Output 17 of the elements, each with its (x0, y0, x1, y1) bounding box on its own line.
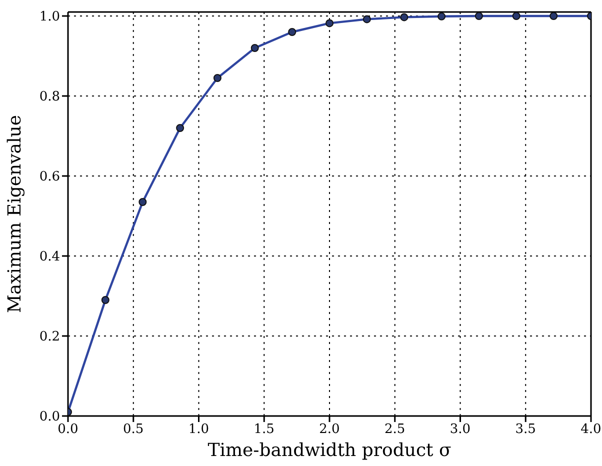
x-tick-label: 3.5 (515, 422, 536, 438)
y-tick-label: 0.8 (39, 90, 60, 105)
y-tick-label: 1.0 (39, 10, 60, 25)
x-tick-label: 4.0 (580, 422, 602, 438)
y-tick-label: 0.6 (39, 170, 60, 185)
x-tick-label: 2.0 (319, 422, 340, 438)
x-axis-title: Time-bandwidth product σ (208, 440, 452, 461)
x-tick-label: 1.5 (254, 422, 274, 438)
y-tick-label: 0.2 (39, 330, 60, 345)
y-tick-label: 0.0 (39, 410, 60, 425)
x-tick-label: 2.5 (384, 422, 406, 438)
x-tick-label: 0.0 (58, 422, 78, 438)
x-tick-label: 3.0 (450, 422, 471, 438)
x-tick-label: 1.0 (188, 422, 210, 438)
y-tick-label: 0.4 (39, 250, 60, 265)
y-axis-title: Maximum Eigenvalue (4, 114, 26, 314)
x-tick-label: 0.5 (123, 422, 144, 438)
